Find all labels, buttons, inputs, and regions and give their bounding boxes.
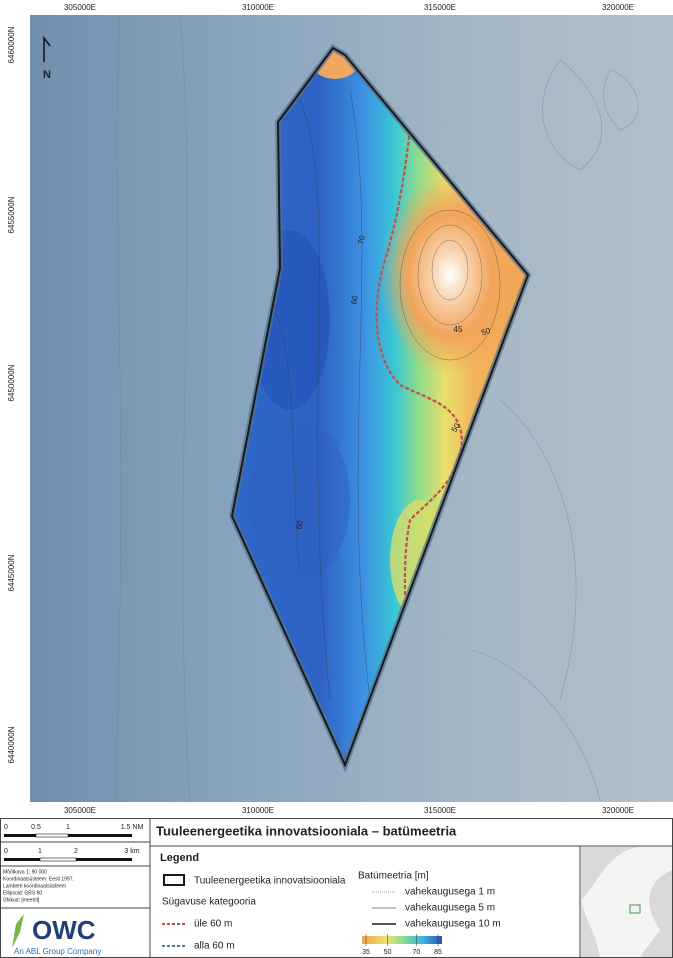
legend-under: alla 60 m [194, 941, 235, 952]
scale-label: 0 [4, 824, 8, 831]
x-coordinate-label: 315000E [424, 3, 456, 12]
scale-label: 0 [4, 848, 8, 855]
info-panel [1, 819, 673, 958]
y-coordinate-label: 6450000N [7, 364, 16, 401]
map-info: Mõõtkava 1: 90 000 [3, 869, 47, 875]
map-sheet: 704550606050 N 305000E310000E315000E3200… [0, 0, 673, 958]
body: 704550606050 N 305000E310000E315000E3200… [0, 0, 673, 958]
x-coordinate-label: 320000E [602, 806, 634, 815]
colorbar [362, 936, 442, 944]
x-coordinate-label: 305000E [64, 806, 96, 815]
overview-map [581, 847, 672, 957]
map-info: Ellipsoid: GRS 80 [3, 890, 42, 896]
legend-c1: vahekaugusega 1 m [405, 887, 495, 898]
map-info: Lamberti koordinaatsüsteem [3, 883, 66, 889]
legend-depth-heading: Sügavuse kategooria [162, 897, 256, 908]
y-coordinate-label: 6455000N [7, 196, 16, 233]
legend-heading: Legend [160, 852, 199, 864]
legend-bathy-heading: Batümeetria [m] [358, 871, 429, 882]
x-coordinate-label: 305000E [64, 3, 96, 12]
scale-label: 1 [66, 824, 70, 831]
logo-tagline: An ABL Group Company [14, 947, 101, 956]
colorbar-tick-label: 85 [434, 949, 442, 956]
contour-label: 45 [454, 325, 463, 334]
y-coordinate-label: 6460000N [7, 26, 16, 63]
logo-name: OWC [32, 915, 96, 945]
scale-label: 3 km [124, 848, 139, 855]
north-label: N [43, 69, 51, 81]
map-info: Ühikud: [meetrit] [3, 896, 40, 903]
scale-label: 0.5 [31, 824, 41, 831]
x-coordinate-label: 310000E [242, 806, 274, 815]
legend-c10: vahekaugusega 10 m [405, 919, 501, 930]
scale-label: 2 [74, 848, 78, 855]
map-info: Koordinaatsüsteem: Eesti 1997, [3, 876, 74, 882]
colorbar-tick-label: 70 [413, 949, 421, 956]
legend-over: üle 60 m [194, 919, 232, 930]
y-coordinate-label: 6440000N [7, 726, 16, 763]
legend-area: Tuuleenergeetika innovatsiooniala [194, 876, 346, 887]
legend-c5: vahekaugusega 5 m [405, 903, 495, 914]
y-coordinate-label: 6445000N [7, 554, 16, 591]
map-title: Tuuleenergeetika innovatsiooniala – batü… [156, 823, 457, 838]
x-coordinate-label: 315000E [424, 806, 456, 815]
colorbar-tick-label: 35 [362, 949, 370, 956]
scale-label: 1.5 NM [121, 824, 144, 831]
scale-label: 1 [38, 848, 42, 855]
x-coordinate-label: 310000E [242, 3, 274, 12]
page: Tuuleenergeetika innovatsiooniala {"map"… [0, 0, 673, 958]
colorbar-tick-label: 50 [384, 949, 392, 956]
x-coordinate-label: 320000E [602, 3, 634, 12]
